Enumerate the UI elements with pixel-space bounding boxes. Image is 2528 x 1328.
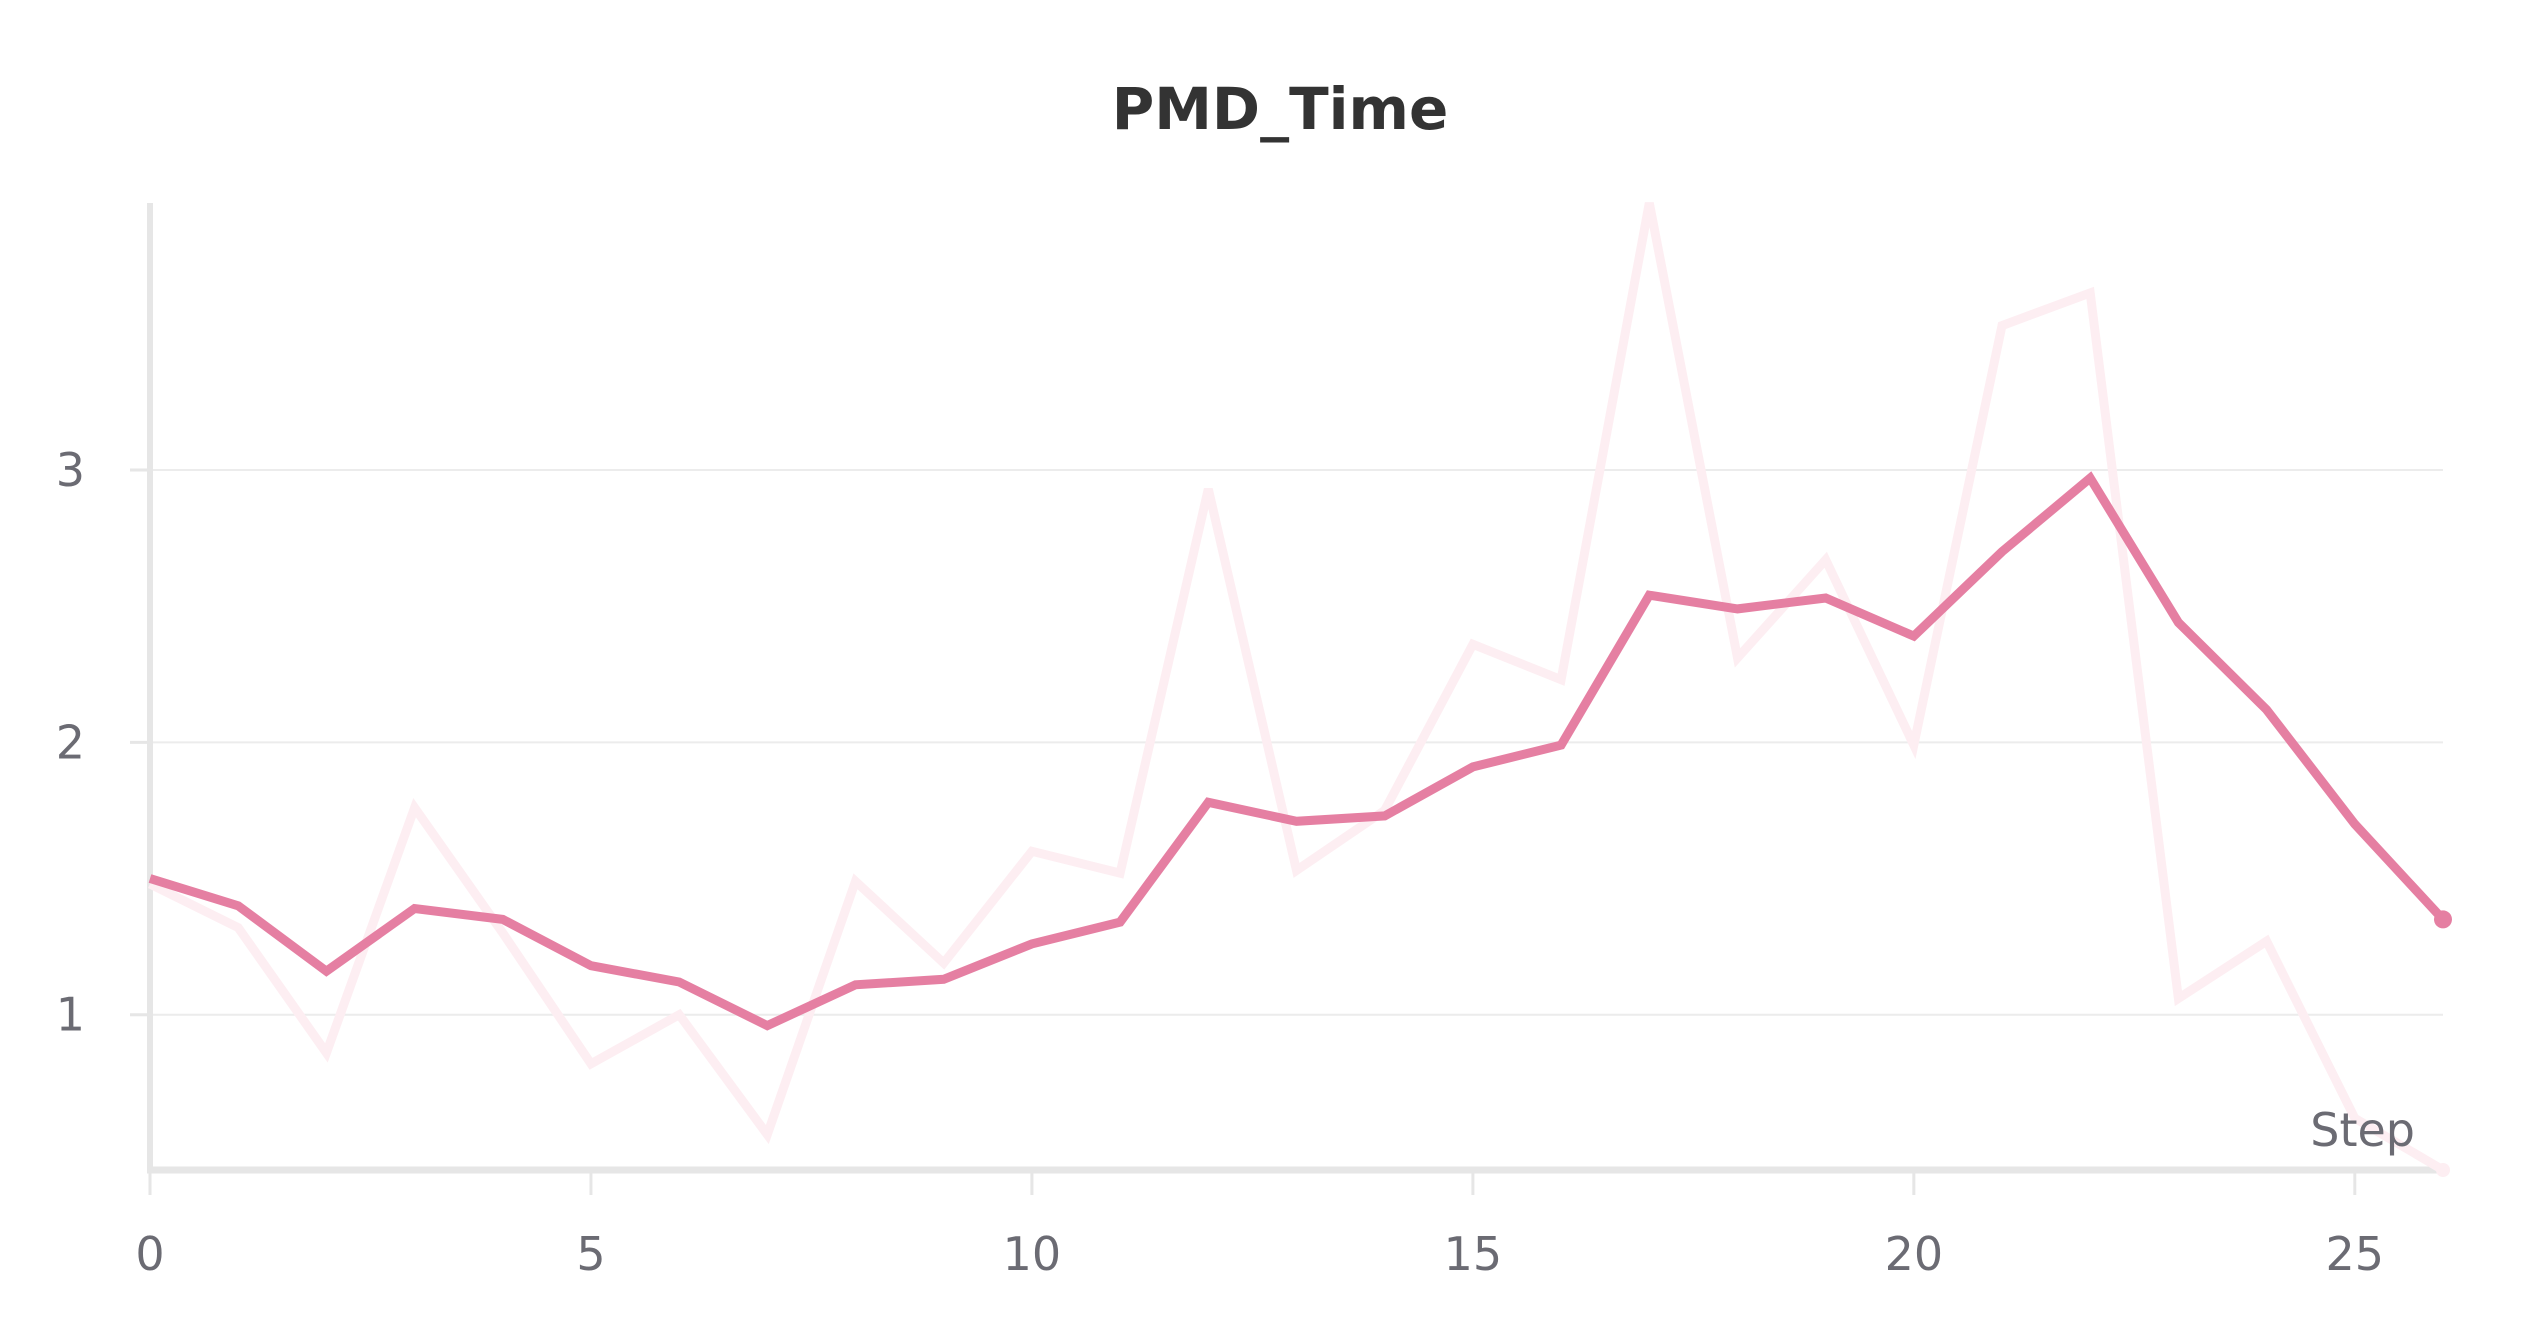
x-tick-label-5: 5 <box>576 1227 605 1281</box>
series-group <box>148 202 2452 1177</box>
grid-lines <box>150 468 2443 1016</box>
axes <box>147 203 2443 1174</box>
x-axis-ticks: 0 5 10 15 20 25 <box>135 1170 2384 1281</box>
y-tick-label-2: 2 <box>56 715 85 769</box>
series-line-smoothed <box>148 471 2447 1031</box>
y-tick-label-3: 3 <box>56 443 85 497</box>
x-tick-label-15: 15 <box>1444 1227 1503 1281</box>
chart-title: PMD_Time <box>1112 75 1449 143</box>
x-tick-label-20: 20 <box>1885 1227 1944 1281</box>
series-line-raw <box>148 202 2446 1174</box>
x-tick-label-0: 0 <box>135 1227 164 1281</box>
y-tick-label-1: 1 <box>56 988 85 1042</box>
y-axis-ticks: 1 2 3 <box>56 443 150 1042</box>
x-tick-label-10: 10 <box>1003 1227 1062 1281</box>
series-end-point-smoothed <box>2434 910 2452 929</box>
x-axis-label: Step <box>2310 1103 2415 1157</box>
series-end-point-raw <box>2436 1163 2450 1177</box>
x-tick-label-25: 25 <box>2326 1227 2385 1281</box>
